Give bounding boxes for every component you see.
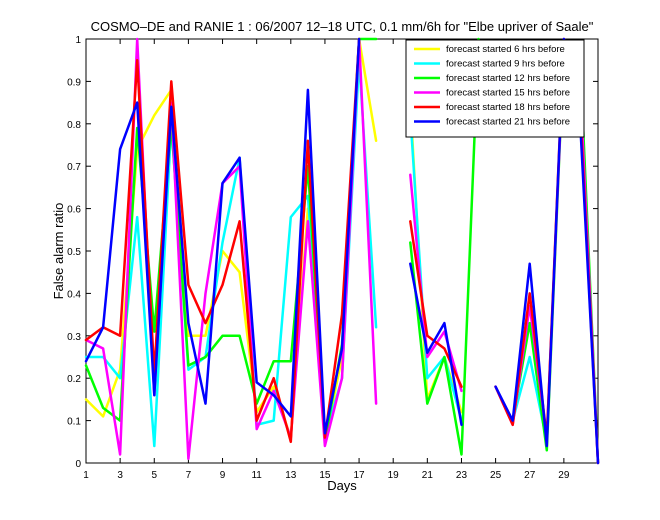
series-lines [84, 37, 600, 465]
y-axis-label: False alarm ratio [51, 203, 66, 300]
y-tick-label: 0.4 [67, 289, 81, 300]
y-tick-label: 0.5 [67, 247, 81, 258]
series-line-5 [84, 37, 361, 444]
legend-label: forecast started 15 hrs before [446, 88, 570, 99]
series-line-6 [84, 37, 361, 435]
legend-label: forecast started 21 hrs before [446, 117, 570, 128]
x-tick-label: 1 [83, 470, 89, 481]
x-tick-label: 29 [558, 470, 570, 481]
x-tick-label: 17 [354, 470, 366, 481]
x-tick-label: 25 [490, 470, 502, 481]
legend-label: forecast started 6 hrs before [446, 44, 565, 55]
series-line-3 [409, 37, 480, 456]
x-tick-label: 7 [186, 470, 192, 481]
x-tick-label: 5 [151, 470, 157, 481]
legend-label: forecast started 12 hrs before [446, 73, 570, 84]
legend-label: forecast started 9 hrs before [446, 59, 565, 70]
legend: forecast started 6 hrs before forecast st… [405, 39, 585, 138]
y-tick-label: 0.9 [67, 77, 81, 88]
x-axis-label: Days [327, 478, 357, 493]
x-tick-label: 21 [422, 470, 434, 481]
chart-title: COSMO–DE and RANIE 1 : 06/2007 12–18 UTC… [91, 19, 594, 34]
x-tick-label: 9 [220, 470, 226, 481]
x-tick-label: 11 [251, 470, 262, 481]
series-line-6 [409, 262, 463, 427]
y-tick-label: 0.3 [67, 332, 81, 343]
x-tick-label: 27 [524, 470, 536, 481]
y-tick-label: 1 [75, 35, 81, 46]
axis-ticks: 1 3 5 7 9 11 13 15 17 19 21 23 25 27 2900.10.20.30.40.… [67, 35, 598, 481]
series-line-4 [409, 173, 463, 393]
legend-label: forecast started 18 hrs before [446, 102, 570, 113]
y-tick-label: 0.7 [67, 162, 81, 173]
y-tick-label: 0.2 [67, 374, 81, 385]
x-tick-label: 23 [456, 470, 468, 481]
x-tick-label: 3 [117, 470, 123, 481]
y-tick-label: 0.1 [67, 417, 81, 428]
y-tick-label: 0 [75, 459, 81, 470]
x-tick-label: 13 [285, 470, 297, 481]
x-tick-label: 19 [388, 470, 400, 481]
y-tick-label: 0.8 [67, 120, 81, 131]
series-line-2 [409, 114, 463, 422]
y-tick-label: 0.6 [67, 205, 81, 216]
x-tick-label: 15 [319, 470, 331, 481]
